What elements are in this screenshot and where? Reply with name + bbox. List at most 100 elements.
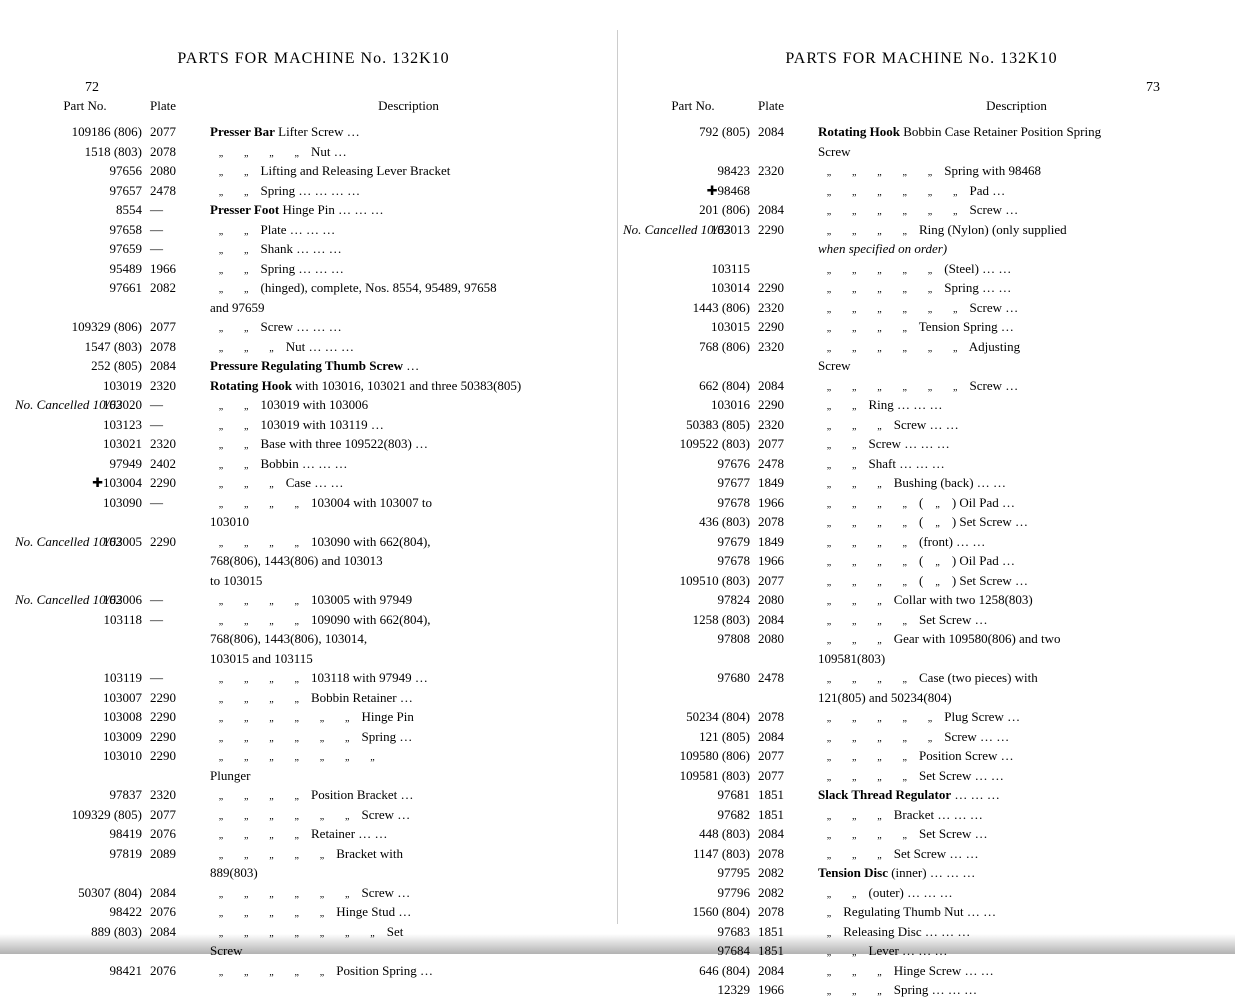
part-number: 448 (803) — [628, 824, 758, 844]
parts-row: 1258 (803)2084„ „ „ „ Set Screw … — [628, 610, 1215, 630]
parts-row: 123291966„ „ „ Spring … … … — [628, 980, 1215, 1000]
part-number: 1560 (804) — [628, 902, 758, 922]
parts-row: 976781966„ „ „ „ ( „ ) Oil Pad … — [628, 551, 1215, 571]
part-number: 97824 — [628, 590, 758, 610]
part-number: 97680 — [628, 668, 758, 688]
header-desc: Description — [210, 98, 607, 114]
part-number: 103014 — [628, 278, 758, 298]
part-description: „ „ Lifting and Releasing Lever Bracket — [210, 161, 607, 181]
part-number: 103015 — [628, 317, 758, 337]
plate-number: 2078 — [150, 337, 210, 357]
parts-row: 436 (803)2078„ „ „ „ ( „ ) Set Screw … — [628, 512, 1215, 532]
plate-number: — — [150, 200, 210, 220]
part-description: „ „ „ „ 103118 with 97949 … — [210, 668, 607, 688]
plate-number: 2478 — [758, 454, 818, 474]
part-number: ✚103004 — [20, 473, 150, 493]
part-number: 97656 — [20, 161, 150, 181]
part-number: 98423 — [628, 161, 758, 181]
part-number: 97808 — [628, 629, 758, 649]
plate-number: 2290 — [758, 278, 818, 298]
part-number: 103119 — [20, 668, 150, 688]
part-number: ✚98468 — [628, 181, 758, 201]
plate-number: 2082 — [150, 278, 210, 298]
part-description: „ „ „ „ „ „ Pad … — [818, 181, 1215, 201]
parts-row: 768(806), 1443(806) and 103013 — [20, 551, 607, 571]
part-description: „ „ „ Spring … … … — [818, 980, 1215, 1000]
plate-number: 2290 — [150, 532, 210, 552]
parts-row: 109329 (805)2077„ „ „ „ „ „ Screw … — [20, 805, 607, 825]
parts-row: 252 (805)2084Pressure Regulating Thumb S… — [20, 356, 607, 376]
part-number: 662 (804) — [628, 376, 758, 396]
plate-number: 2084 — [758, 727, 818, 747]
part-description: „ „ „ „ Set Screw … — [818, 610, 1215, 630]
plate-number: 2077 — [150, 317, 210, 337]
parts-row: ✚1030042290„ „ „ Case … … — [20, 473, 607, 493]
part-number: 98421 — [20, 961, 150, 981]
part-number: 97819 — [20, 844, 150, 864]
plate-number: 2290 — [150, 727, 210, 747]
parts-row: 984192076„ „ „ „ Retainer … … — [20, 824, 607, 844]
parts-row: 976612082„ „ (hinged), complete, Nos. 85… — [20, 278, 607, 298]
parts-row: 976802478„ „ „ „ Case (two pieces) with — [628, 668, 1215, 688]
part-description: „ „ „ „ Ring (Nylon) (only supplied — [818, 220, 1215, 240]
part-number: 103123 — [20, 415, 150, 435]
plate-number: 2077 — [758, 746, 818, 766]
plate-number: 2478 — [758, 668, 818, 688]
part-number: 97681 — [628, 785, 758, 805]
part-description: „ „ Screw … … … — [210, 317, 607, 337]
page-title-left: PARTS FOR MACHINE No. 132K10 — [20, 50, 607, 68]
plate-number: — — [150, 395, 210, 415]
parts-row: 109581 (803)2077„ „ „ „ Set Screw … … — [628, 766, 1215, 786]
part-number: 97677 — [628, 473, 758, 493]
part-description: 768(806), 1443(806) and 103013 — [210, 551, 607, 571]
page-spread: 72 PARTS FOR MACHINE No. 132K10 Part No.… — [0, 0, 1235, 954]
part-description: „ „ Bobbin … … … — [210, 454, 607, 474]
header-plate: Plate — [150, 98, 210, 114]
plate-number: 2290 — [758, 395, 818, 415]
part-description: „ „ „ „ Position Screw … — [818, 746, 1215, 766]
plate-number: 2320 — [150, 785, 210, 805]
parts-row: 109510 (803)2077„ „ „ „ ( „ ) Set Screw … — [628, 571, 1215, 591]
header-partno: Part No. — [628, 98, 758, 114]
part-description: „ „ „ „ „ „ Screw … — [818, 200, 1215, 220]
part-description: 889(803) — [210, 863, 607, 883]
part-number: 8554 — [20, 200, 150, 220]
part-number: 97796 — [628, 883, 758, 903]
page-number-left: 72 — [85, 80, 99, 96]
header-partno: Part No. — [20, 98, 150, 114]
parts-row: 97658—„ „ Plate … … … — [20, 220, 607, 240]
plate-number: 2089 — [150, 844, 210, 864]
parts-row: 984212076„ „ „ „ „ Position Spring … — [20, 961, 607, 981]
parts-row: 97659—„ „ Shank … … … — [20, 239, 607, 259]
parts-row: 109581(803) — [628, 649, 1215, 669]
part-description: „ „ „ „ Case (two pieces) with — [818, 668, 1215, 688]
part-description: „ „ „ Nut … … … — [210, 337, 607, 357]
part-description: „ „ 103019 with 103006 — [210, 395, 607, 415]
part-description: „ „ „ „ „ Spring with 98468 — [818, 161, 1215, 181]
plate-number: 2320 — [758, 298, 818, 318]
part-number: 98419 — [20, 824, 150, 844]
parts-row: No. Cancelled 10/62103006—„ „ „ „ 103005… — [20, 590, 607, 610]
parts-row: 103118—„ „ „ „ 109090 with 662(804), — [20, 610, 607, 630]
parts-row: 109329 (806)2077„ „ Screw … … … — [20, 317, 607, 337]
parts-row: 50307 (804)2084„ „ „ „ „ „ Screw … — [20, 883, 607, 903]
part-number: 97837 — [20, 785, 150, 805]
part-description: „ „ „ „ 103005 with 97949 — [210, 590, 607, 610]
part-description: to 103015 — [210, 571, 607, 591]
parts-row: 121 (805)2084„ „ „ „ „ Screw … … — [628, 727, 1215, 747]
part-description: 103015 and 103115 — [210, 649, 607, 669]
part-description: „ „ „ „ „ Hinge Stud … — [210, 902, 607, 922]
part-description: „ „ „ Bracket … … … — [818, 805, 1215, 825]
plate-number: 2078 — [758, 707, 818, 727]
plate-number: 1966 — [150, 259, 210, 279]
parts-row: 1560 (804)2078„ Regulating Thumb Nut … … — [628, 902, 1215, 922]
parts-row: 976572478„ „ Spring … … … … — [20, 181, 607, 201]
plate-number: 2078 — [758, 844, 818, 864]
handwritten-note: No. Cancelled 10/62 — [623, 220, 730, 240]
part-number: 1443 (806) — [628, 298, 758, 318]
handwritten-note: No. Cancelled 10/62 — [15, 532, 122, 552]
part-description: „ „ „ „ 103004 with 103007 to — [210, 493, 607, 513]
part-description: „ „ Shank … … … — [210, 239, 607, 259]
handwritten-note: No. Cancelled 10/62 — [15, 590, 122, 610]
parts-row: to 103015 — [20, 571, 607, 591]
